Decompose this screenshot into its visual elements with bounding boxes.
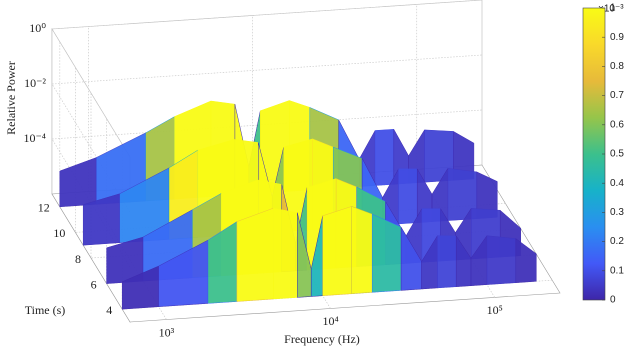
colorbar-tick-label: 0.1 bbox=[610, 265, 624, 276]
y-axis-label: Time (s) bbox=[25, 303, 66, 317]
surface-patch bbox=[351, 206, 373, 294]
colorbar-tick-label: 0.4 bbox=[610, 178, 624, 189]
colorbar-tick-label: 0.7 bbox=[610, 90, 624, 101]
x-axis-label: Frequency (Hz) bbox=[284, 332, 360, 346]
surface-patch bbox=[273, 207, 298, 300]
colorbar-multiplier: ×10⁻³ bbox=[598, 4, 624, 15]
surface-patch bbox=[515, 238, 537, 283]
z-tick-label: 10⁰ bbox=[29, 21, 46, 35]
colorbar-tick-label: 1 bbox=[610, 3, 616, 14]
colorbar-tick-label: 0.6 bbox=[610, 119, 624, 130]
x-tick-label: 10⁴ bbox=[322, 314, 338, 328]
x-tick-label: 10³ bbox=[159, 325, 175, 339]
surface-patch bbox=[236, 207, 274, 302]
surface-patch bbox=[486, 235, 517, 285]
surface bbox=[59, 100, 537, 310]
y-tick-label: 4 bbox=[106, 303, 112, 317]
colorbar-tick-label: 0.5 bbox=[610, 149, 624, 160]
x-tick-label: 10⁵ bbox=[487, 303, 503, 317]
surface-patch bbox=[322, 206, 352, 296]
surface-patch bbox=[374, 129, 395, 186]
colorbar-tick-label: 0.2 bbox=[610, 236, 624, 247]
colorbar-tick-label: 0.8 bbox=[610, 61, 624, 72]
y-grid-line bbox=[90, 93, 522, 259]
surface-patch bbox=[371, 213, 402, 293]
z-tick-label: 10⁻² bbox=[24, 76, 46, 90]
y-tick-label: 8 bbox=[75, 252, 81, 266]
surface-patch bbox=[437, 235, 457, 289]
y-grid-line bbox=[59, 41, 490, 208]
y-tick-label: 6 bbox=[91, 277, 97, 291]
colorbar-tick-label: 0 bbox=[610, 295, 616, 306]
z-axis-label: Relative Power bbox=[4, 61, 18, 135]
colorbar-tick-label: 0.9 bbox=[610, 32, 624, 43]
colorbar bbox=[582, 7, 606, 301]
z-tick-label: 10⁻⁴ bbox=[23, 131, 46, 145]
y-tick-label: 10 bbox=[53, 226, 65, 240]
surface-patch bbox=[398, 168, 418, 225]
colorbar-tick-label: 0.3 bbox=[610, 207, 624, 218]
y-tick-label: 12 bbox=[38, 201, 50, 215]
y-grid-line bbox=[75, 67, 506, 233]
